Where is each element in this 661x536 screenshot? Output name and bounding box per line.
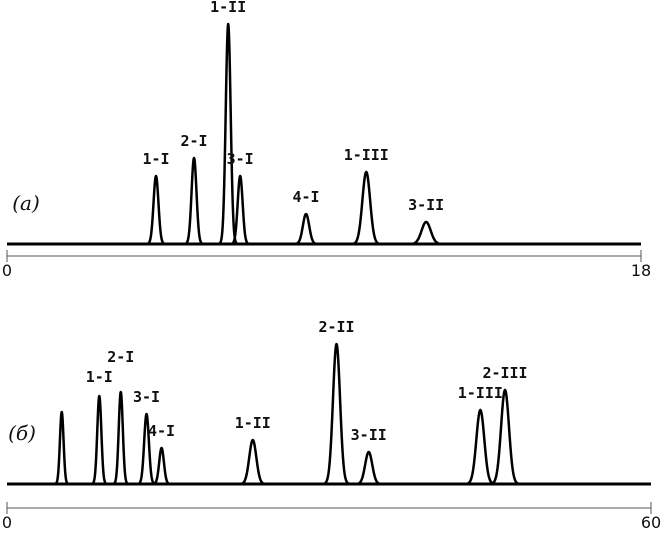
peak-label: 1-I: [86, 368, 113, 386]
peak-label: 1-II: [235, 414, 271, 432]
peak: [407, 220, 446, 246]
peak: [151, 446, 172, 486]
peak: [183, 156, 205, 246]
peak-label: 4-I: [148, 422, 175, 440]
peak: [217, 22, 239, 246]
peak-label: 3-I: [227, 150, 254, 168]
peak: [350, 170, 383, 246]
peak-label: 2-I: [180, 132, 207, 150]
peak-label: 3-I: [133, 388, 160, 406]
peak-label: 3-II: [351, 426, 387, 444]
peak-label: 2-III: [482, 364, 527, 382]
panel-label: (a): [12, 191, 40, 215]
peak-label: 1-I: [142, 150, 169, 168]
peak-label: 1-III: [458, 384, 503, 402]
peak: [237, 438, 268, 486]
peak: [136, 412, 157, 486]
peak: [321, 342, 352, 486]
peak: [229, 174, 251, 246]
peak-label: 2-I: [107, 348, 134, 366]
peak-label: 4-I: [292, 188, 319, 206]
x-tick-label: 0: [2, 513, 12, 532]
peak-label: 1-II: [210, 0, 246, 16]
x-tick-label: 0: [2, 261, 12, 280]
peak: [353, 450, 384, 486]
peak: [292, 212, 320, 246]
peak-label: 1-III: [344, 146, 389, 164]
peak: [488, 388, 522, 486]
peak: [145, 174, 167, 246]
peak: [463, 408, 497, 486]
peak-label: 3-II: [408, 196, 444, 214]
peak: [111, 390, 130, 486]
peak: [90, 394, 109, 486]
panel-label: (б): [8, 421, 36, 445]
x-tick-label: 60: [641, 513, 661, 532]
x-tick-label: 18: [631, 261, 651, 280]
peak-label: 2-II: [318, 318, 354, 336]
peak: [53, 410, 71, 486]
